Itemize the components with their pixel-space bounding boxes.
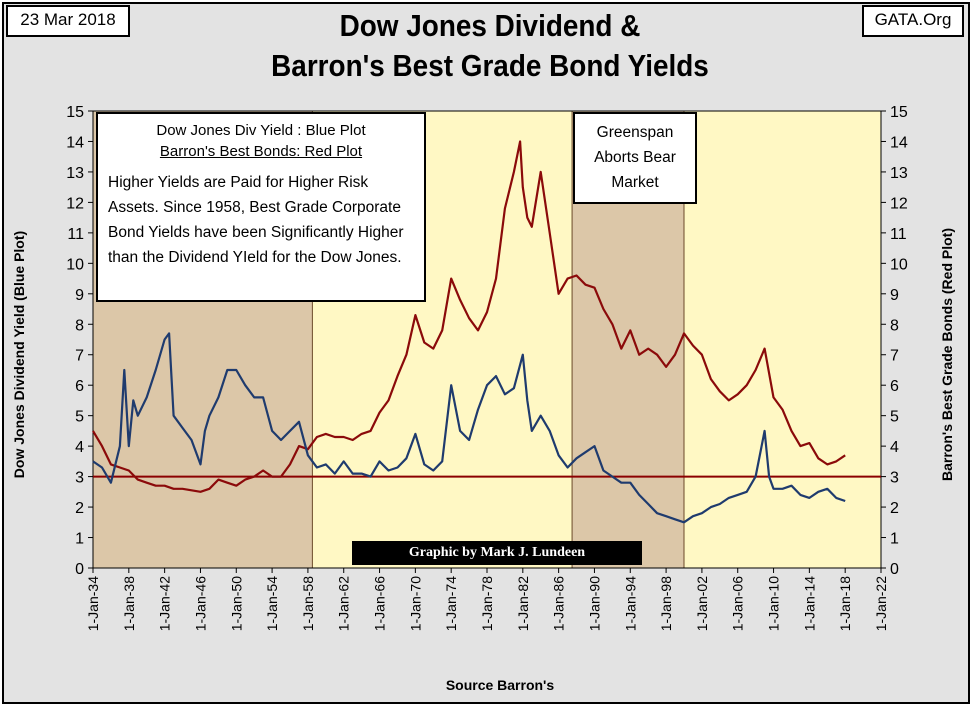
x-tick-label: 1-Jan-14 <box>801 576 817 631</box>
legend-dividend-entry: Dow Jones Div Yield : Blue Plot <box>156 122 366 139</box>
x-tick-label: 1-Jan-06 <box>730 576 746 631</box>
y-tick-label-left: 0 <box>75 561 84 578</box>
y-tick-label-right: 0 <box>890 561 899 578</box>
series-lines <box>92 140 846 524</box>
date-label: 23 Mar 2018 <box>6 5 130 37</box>
y-tick-label-left: 14 <box>66 134 84 151</box>
y-tick-label-left: 6 <box>75 378 84 395</box>
y-tick-label-left: 7 <box>75 348 84 365</box>
y-tick-label-right: 3 <box>890 470 899 487</box>
credit-label: Graphic by Mark J. Lundeen <box>352 541 642 565</box>
y-tick-label-left: 2 <box>75 500 84 517</box>
x-tick-label: 1-Jan-82 <box>515 576 531 631</box>
x-tick-label: 1-Jan-94 <box>622 576 638 631</box>
y-tick-label-right: 2 <box>890 500 899 517</box>
y-tick-label-left: 5 <box>75 409 84 426</box>
x-tick-label: 1-Jan-58 <box>300 576 316 631</box>
x-tick-label: 1-Jan-46 <box>192 576 208 631</box>
chart-title: Dow Jones Dividend & Barron's Best Grade… <box>211 6 769 86</box>
x-tick-label: 1-Jan-66 <box>372 576 388 631</box>
x-tick-label: 1-Jan-62 <box>336 576 352 631</box>
y-tick-label-right: 5 <box>890 409 899 426</box>
title-line-1: Dow Jones Dividend & <box>339 8 641 43</box>
x-tick-label: 1-Jan-10 <box>766 576 782 631</box>
y-tick-label-left: 15 <box>66 104 84 121</box>
y-tick-label-left: 12 <box>66 195 84 212</box>
bond-yield-line <box>92 140 846 493</box>
y-tick-label-left: 9 <box>75 287 84 304</box>
y-tick-label-left: 1 <box>75 531 84 548</box>
y-tick-label-right: 10 <box>890 256 908 273</box>
y-tick-label-right: 8 <box>890 317 899 334</box>
y-tick-label-right: 9 <box>890 287 899 304</box>
y-tick-label-left: 10 <box>66 256 84 273</box>
legend-bonds-entry: Barron's Best Bonds: Red Plot <box>159 143 363 160</box>
y-tick-label-right: 11 <box>890 226 907 243</box>
x-tick-label: 1-Jan-54 <box>264 576 280 631</box>
y-tick-label-left: 3 <box>75 470 84 487</box>
annotation-greenspan: Greenspan Aborts Bear Market <box>573 112 697 204</box>
y-axis-label-left: Dow Jones Dividend Yield (Blue Plot) <box>11 231 27 478</box>
x-tick-label: 1-Jan-38 <box>121 576 137 631</box>
legend-box: Dow Jones Div Yield : Blue Plot Barron's… <box>96 112 426 302</box>
legend-note: Higher Yields are Paid for Higher Risk A… <box>108 174 404 266</box>
y-tick-label-left: 8 <box>75 317 84 334</box>
x-tick-label: 1-Jan-86 <box>551 576 567 631</box>
y-tick-label-right: 4 <box>890 439 899 456</box>
y-tick-label-right: 1 <box>890 531 899 548</box>
x-tick-label: 1-Jan-34 <box>85 576 101 631</box>
title-line-2: Barron's Best Grade Bond Yields <box>271 48 709 83</box>
y-tick-label-right: 15 <box>890 104 908 121</box>
x-tick-label: 1-Jan-18 <box>837 576 853 631</box>
y-tick-label-left: 4 <box>75 439 84 456</box>
x-tick-label: 1-Jan-50 <box>228 576 244 631</box>
x-tick-label: 1-Jan-02 <box>694 576 710 631</box>
x-tick-label: 1-Jan-70 <box>407 576 423 631</box>
y-tick-label-right: 6 <box>890 378 899 395</box>
y-tick-label-right: 14 <box>890 134 908 151</box>
x-tick-label: 1-Jan-90 <box>586 576 602 631</box>
y-tick-label-right: 13 <box>890 165 908 182</box>
source-label: GATA.Org <box>862 5 964 37</box>
y-tick-label-right: 7 <box>890 348 899 365</box>
y-tick-label-right: 12 <box>890 195 908 212</box>
dividend-yield-line <box>92 332 846 524</box>
x-tick-label: 1-Jan-42 <box>157 576 173 631</box>
x-tick-label: 1-Jan-74 <box>443 576 459 631</box>
y-tick-label-left: 11 <box>67 226 84 243</box>
x-tick-label: 1-Jan-78 <box>479 576 495 631</box>
x-axis-label: Source Barron's <box>445 677 555 693</box>
x-tick-label: 1-Jan-98 <box>658 576 674 631</box>
y-axis-label-right: Barron's Best Grade Bonds (Red Plot) <box>939 228 955 481</box>
x-tick-label: 1-Jan-22 <box>873 576 889 631</box>
y-tick-label-left: 13 <box>66 165 84 182</box>
